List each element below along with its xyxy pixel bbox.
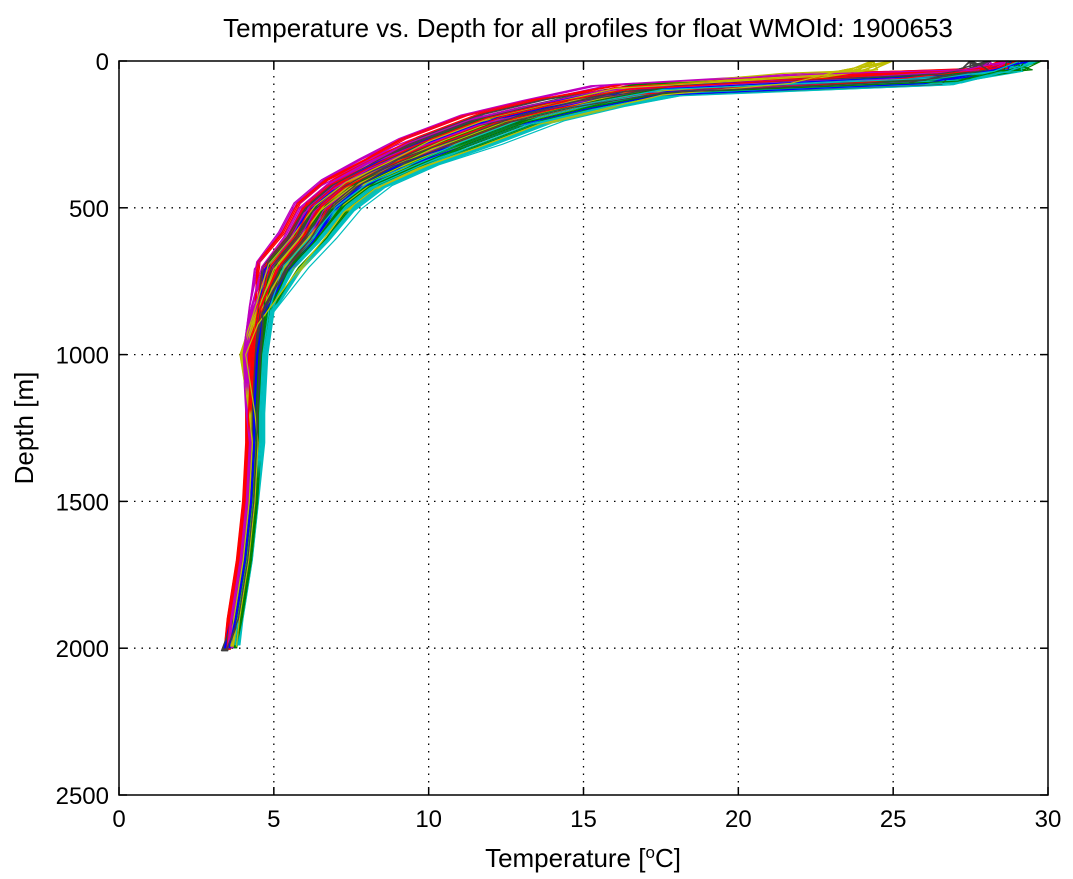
profile-line: [226, 60, 1003, 650]
profile-line: [235, 60, 894, 647]
x-tick-label-5: 25: [880, 806, 907, 833]
x-tick-label-2: 10: [415, 806, 442, 833]
y-tick-label-3: 1500: [56, 489, 109, 516]
profile-line: [225, 60, 989, 652]
profile-line: [227, 60, 1010, 649]
x-tick-labels: 0 5 10 15 20 25 30: [112, 806, 1061, 833]
x-tick-label-4: 20: [725, 806, 752, 833]
y-tick-label-2: 1000: [56, 343, 109, 370]
profile-line: [228, 60, 991, 649]
x-tick-label-3: 15: [570, 806, 597, 833]
x-axis-label: Temperature [oC]: [485, 843, 681, 874]
y-tick-label-1: 500: [69, 196, 109, 223]
tick-marks: [118, 60, 1049, 796]
profile-lines: [220, 60, 1042, 652]
y-tick-labels: 0 500 1000 1500 2000 2500: [56, 49, 109, 810]
y-tick-label-0: 0: [96, 49, 109, 76]
chart-title: Temperature vs. Depth for all profiles f…: [223, 13, 953, 43]
x-tick-label-1: 5: [267, 806, 280, 833]
x-tick-label-0: 0: [112, 806, 125, 833]
x-tick-label-6: 30: [1035, 806, 1062, 833]
y-tick-label-4: 2000: [56, 636, 109, 663]
plot-background: [119, 61, 1048, 795]
x-axis-label-superscript: o: [645, 843, 654, 862]
y-axis-label: Depth [m]: [9, 372, 39, 485]
y-tick-label-5: 2500: [56, 783, 109, 810]
profile-line: [235, 60, 1033, 649]
profile-line: [228, 60, 1030, 649]
x-axis-label-end: C]: [655, 843, 681, 873]
x-axis-label-main: Temperature [: [485, 843, 646, 873]
